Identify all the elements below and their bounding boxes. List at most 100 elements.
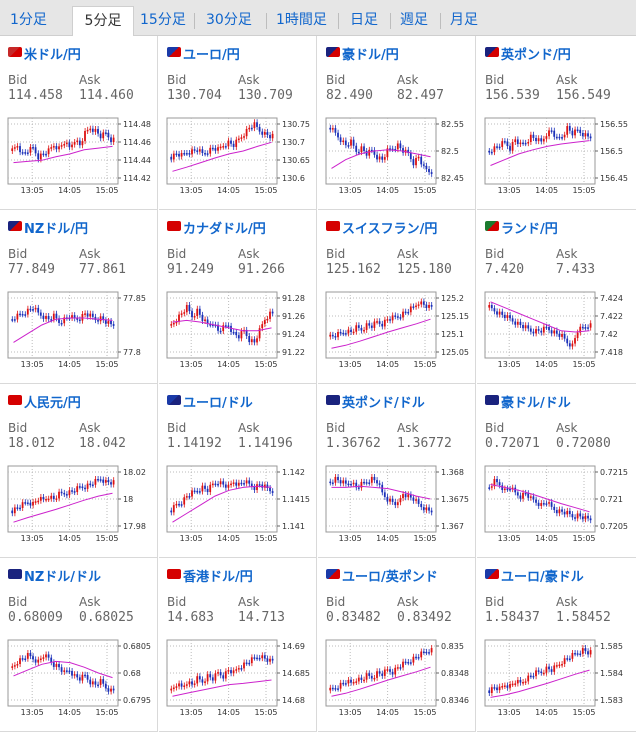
- pair-name-link[interactable]: 豪ドル/円: [342, 48, 399, 63]
- pair-name-link[interactable]: ユーロ/ドル: [183, 396, 253, 411]
- candle-body: [386, 496, 389, 502]
- ask-value: 125.180: [397, 262, 452, 277]
- x-tick-label: 14:05: [376, 360, 399, 369]
- candlestick-chart[interactable]: 156.55 156.5 156.45 13:05 14:05 15:05: [477, 36, 635, 210]
- candlestick-chart[interactable]: 77.85 77.8 13:05 14:05 15:05: [0, 210, 158, 384]
- candle-body: [503, 488, 506, 491]
- candlestick-chart[interactable]: 1.585 1.584 1.583 13:05 14:05 15:05: [477, 558, 635, 732]
- candlestick-chart[interactable]: 18.02 18 17.98 13:05 14:05 15:05: [0, 384, 158, 558]
- candlestick-chart[interactable]: 14.69 14.685 14.68 13:05 14:05 15:05: [159, 558, 317, 732]
- candle-body: [58, 491, 60, 499]
- candle-body: [209, 324, 212, 326]
- tab-2[interactable]: 15分足: [140, 12, 186, 28]
- candle-body: [104, 320, 107, 324]
- tab-4[interactable]: 1時間足: [276, 12, 327, 28]
- candlestick-chart[interactable]: 91.28 91.26 91.24 91.22 13:05 14:05 15:05: [159, 210, 317, 384]
- candle-body: [344, 140, 347, 146]
- candle-body: [574, 517, 576, 519]
- chart-frame: [166, 117, 278, 185]
- candle-body: [263, 484, 266, 488]
- y-tick-label: 77.85: [123, 294, 146, 303]
- pair-name-link[interactable]: 人民元/円: [24, 396, 81, 411]
- candlestick-chart[interactable]: 1.368 1.3675 1.367 13:05 14:05 15:05: [318, 384, 476, 558]
- candle-body: [584, 327, 587, 329]
- pair-name-link[interactable]: 香港ドル/円: [183, 570, 253, 585]
- y-tick-label: 0.835: [441, 642, 464, 651]
- candlestick-chart[interactable]: 114.48 114.46 114.44 114.42 13:05 14:05 15:05: [0, 36, 158, 210]
- y-tick-label: 1.583: [600, 696, 623, 705]
- tab-6[interactable]: 週足: [400, 12, 428, 28]
- hk-jp-flag-icon: [167, 569, 181, 579]
- candle-body: [490, 687, 493, 694]
- pair-name-link[interactable]: ランド/円: [501, 222, 558, 237]
- candle-body: [501, 485, 504, 491]
- y-tick-label: 1.1415: [282, 495, 310, 504]
- tab-0[interactable]: 1分足: [10, 12, 47, 28]
- candle-body: [329, 127, 332, 130]
- candle-body: [89, 483, 92, 486]
- x-tick-label: 14:05: [217, 186, 240, 195]
- tab-7[interactable]: 月足: [450, 12, 478, 28]
- candle-body: [493, 478, 496, 487]
- pair-name-link[interactable]: ユーロ/豪ドル: [501, 570, 584, 585]
- candle-body: [386, 319, 389, 321]
- pair-name-link[interactable]: 英ポンド/円: [501, 48, 571, 63]
- candlestick-chart[interactable]: 0.6805 0.68 0.6795 13:05 14:05 15:05: [0, 558, 158, 732]
- candle-body: [271, 491, 274, 493]
- moving-average-line: [13, 660, 113, 679]
- pair-name-link[interactable]: 豪ドル/ドル: [501, 396, 571, 411]
- ask-label: Ask: [397, 421, 419, 435]
- candle-body: [222, 146, 225, 148]
- candle-body: [516, 321, 519, 325]
- candle-body: [256, 657, 258, 660]
- candle-body: [376, 671, 378, 678]
- candlestick-chart[interactable]: 7.424 7.422 7.42 7.418 13:05 14:05 15:05: [477, 210, 635, 384]
- pair-name-link[interactable]: 米ドル/円: [24, 48, 81, 63]
- candle-body: [404, 661, 407, 664]
- candlestick-chart[interactable]: 130.75 130.7 130.65 130.6 13:05 14:05 15:05: [159, 36, 317, 210]
- x-tick-label: 14:05: [535, 186, 558, 195]
- candle-body: [368, 149, 371, 156]
- candle-body: [516, 492, 519, 496]
- ask-label: Ask: [556, 247, 578, 261]
- pair-name-link[interactable]: 英ポンド/ドル: [342, 396, 425, 411]
- y-tick-label: 0.8346: [441, 696, 469, 705]
- candle-body: [24, 658, 27, 660]
- candle-body: [566, 510, 569, 515]
- x-tick-label: 13:05: [339, 186, 362, 195]
- bid-value: 0.68009: [8, 610, 63, 625]
- bid-label: Bid: [326, 73, 346, 87]
- candle-body: [232, 331, 235, 334]
- candlestick-chart[interactable]: 0.7215 0.721 0.7205 13:05 14:05 15:05: [477, 384, 635, 558]
- candle-body: [32, 656, 34, 660]
- fx-pair-panel: ユーロ/ドル Bid 1.14192 Ask 1.14196 1.142 1.1415 1.1…: [159, 384, 317, 558]
- candle-body: [107, 320, 110, 324]
- candle-body: [527, 493, 530, 498]
- candlestick-chart[interactable]: 1.142 1.1415 1.141 13:05 14:05 15:05: [159, 384, 317, 558]
- tab-1[interactable]: 5分足: [72, 6, 134, 36]
- pair-name-link[interactable]: スイスフラン/円: [342, 222, 438, 237]
- y-tick-label: 82.55: [441, 120, 464, 129]
- candle-body: [89, 128, 92, 131]
- candle-body: [52, 313, 55, 320]
- pair-name-link[interactable]: ユーロ/円: [183, 48, 240, 63]
- tab-3[interactable]: 30分足: [206, 12, 252, 28]
- candle-body: [206, 488, 209, 493]
- candlestick-chart[interactable]: 82.55 82.5 82.45 13:05 14:05 15:05: [318, 36, 476, 210]
- pair-name-link[interactable]: カナダドル/円: [183, 222, 266, 237]
- candle-body: [415, 157, 417, 166]
- candle-body: [175, 153, 178, 156]
- candle-body: [339, 331, 342, 334]
- tab-5[interactable]: 日足: [350, 12, 378, 28]
- candlestick-chart[interactable]: 125.2 125.15 125.1 125.05 13:05 14:05 15:05: [318, 210, 476, 384]
- candle-body: [522, 142, 524, 145]
- candle-body: [11, 319, 14, 321]
- ask-label: Ask: [397, 247, 419, 261]
- pair-name-link[interactable]: NZドル/円: [24, 222, 89, 237]
- candle-body: [104, 479, 107, 483]
- pair-name-link[interactable]: ユーロ/英ポンド: [342, 570, 438, 585]
- candlestick-chart[interactable]: 0.835 0.8348 0.8346 13:05 14:05 15:05: [318, 558, 476, 732]
- candle-body: [425, 304, 428, 308]
- pair-name-link[interactable]: NZドル/ドル: [24, 570, 102, 585]
- candle-body: [363, 481, 365, 484]
